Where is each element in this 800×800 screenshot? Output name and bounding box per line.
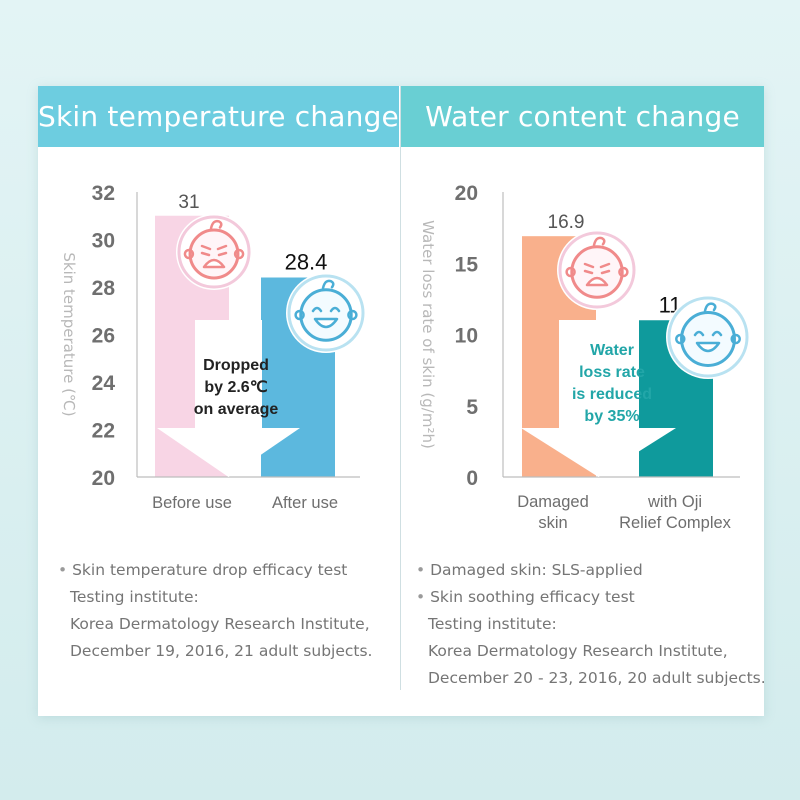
icon-ear	[565, 266, 576, 278]
icon-eye	[693, 330, 723, 337]
icon-mouth	[202, 258, 226, 269]
note-right-line-1: • Damaged skin: SLS-applied	[416, 561, 643, 579]
down-arrow	[521, 320, 676, 477]
panel-title-skin-temperature: Skin temperature change	[38, 86, 399, 147]
icon-hair	[209, 219, 223, 230]
x-tick-label: with Oji	[647, 493, 702, 511]
y-tick-label: 32	[92, 182, 115, 205]
icon-ring	[287, 274, 365, 352]
y-tick-label: 10	[455, 325, 478, 348]
smiling-baby-icon	[666, 295, 750, 379]
icon-ring	[667, 296, 749, 378]
icon-face	[188, 228, 240, 280]
y-tick-label: 20	[455, 182, 478, 205]
callout-text-line: by 2.6℃	[204, 379, 267, 396]
x-tick-label: Before use	[152, 494, 232, 512]
data-label: 31	[178, 192, 199, 213]
icon-mouth	[695, 341, 721, 353]
note-right-line-3: Testing institute:	[428, 615, 557, 633]
y-tick-label: 30	[92, 230, 115, 253]
callout-text-line: loss rate	[579, 364, 645, 381]
icon-ring	[177, 215, 251, 289]
x-tick-label: After use	[272, 494, 338, 512]
x-tick-label: Damaged	[517, 493, 589, 511]
icon-face	[299, 288, 353, 342]
icon-face	[680, 311, 736, 367]
note-left-line-3: Korea Dermatology Research Institute,	[70, 615, 370, 633]
note-right-line-2: • Skin soothing efficacy test	[416, 588, 635, 606]
callout-text-line: is reduced	[572, 386, 652, 403]
crying-baby-icon	[557, 230, 637, 310]
panel-divider	[400, 86, 401, 690]
note-left-line-4: December 19, 2016, 21 adult subjects.	[70, 642, 373, 660]
down-arrow	[157, 320, 300, 477]
note-right-line-5: December 20 - 23, 2016, 20 adult subject…	[428, 669, 766, 687]
smiling-baby-icon	[286, 273, 366, 353]
y-tick-label: 22	[92, 420, 115, 443]
y-tick-label: 20	[92, 467, 115, 490]
callout-text-line: by 35%	[584, 408, 639, 425]
y-tick-label: 5	[466, 396, 478, 419]
icon-eye	[311, 306, 341, 313]
icon-ear	[294, 309, 305, 321]
x-tick-label: Relief Complex	[619, 514, 732, 532]
icon-ring	[558, 231, 636, 309]
note-left-line-1: • Skin temperature drop efficacy test	[58, 561, 348, 579]
icon-eye	[200, 251, 228, 257]
y-tick-label: 15	[455, 253, 479, 276]
y-tick-label: 28	[92, 277, 116, 300]
icon-hair	[703, 302, 717, 313]
icon-mouth	[313, 317, 339, 329]
icon-mouth	[585, 276, 609, 287]
crying-baby-icon	[176, 214, 252, 290]
note-left-line-2: Testing institute:	[70, 588, 199, 606]
icon-hair	[592, 236, 606, 247]
panel-title-water-content: Water content change	[401, 86, 764, 147]
icon-eye	[583, 269, 611, 275]
icon-ear	[233, 248, 245, 260]
icon-ear	[675, 333, 686, 345]
callout-text-line: Water	[590, 342, 634, 359]
y-tick-label: 0	[466, 467, 478, 490]
icon-ear	[730, 333, 741, 345]
y-tick-label: 24	[92, 372, 116, 395]
y-tick-label: 26	[92, 325, 115, 348]
callout-text-line: Dropped	[203, 357, 269, 374]
icon-hair	[321, 279, 335, 290]
y-axis-label: Skin temperature (℃)	[60, 252, 78, 416]
notes-left: • Skin temperature drop efficacy test Te…	[58, 557, 373, 665]
icon-ear	[347, 309, 358, 321]
x-tick-label: skin	[538, 514, 567, 532]
notes-right: • Damaged skin: SLS-applied • Skin sooth…	[416, 557, 766, 692]
callout-text-line: on average	[194, 401, 279, 418]
icon-face	[570, 245, 624, 299]
icon-brow	[583, 262, 611, 269]
icon-brow	[200, 244, 228, 251]
icon-ear	[618, 266, 629, 278]
data-label: 16.9	[548, 212, 585, 233]
data-label: 28.4	[285, 250, 328, 275]
icon-ear	[183, 248, 195, 260]
note-right-line-4: Korea Dermatology Research Institute,	[428, 642, 728, 660]
y-axis-label: Water loss rate of skin (g/m²h)	[419, 220, 437, 449]
